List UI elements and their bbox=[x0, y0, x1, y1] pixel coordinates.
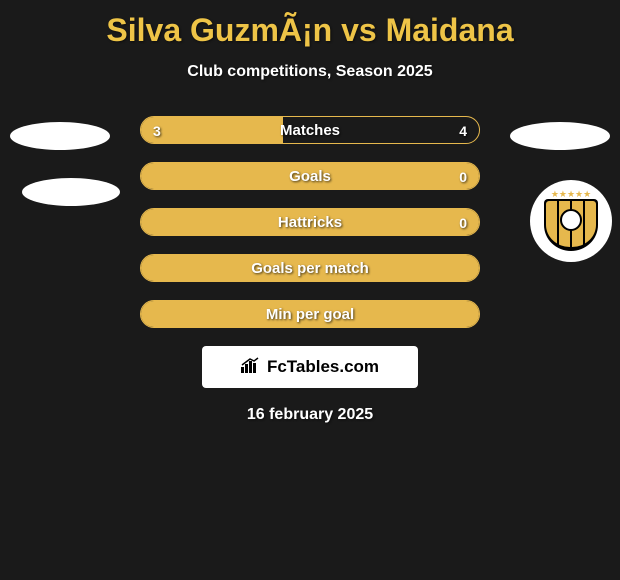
stat-label: Matches bbox=[141, 117, 479, 143]
stat-row: 0Hattricks bbox=[140, 208, 480, 236]
stats-container: 34Matches 0Goals 0Hattricks Goals per match… bbox=[0, 116, 620, 328]
stat-label: Goals per match bbox=[141, 255, 479, 281]
page-title: Silva GuzmÃ¡n vs Maidana bbox=[0, 0, 620, 49]
stat-label: Hattricks bbox=[141, 209, 479, 235]
date-text: 16 february 2025 bbox=[0, 406, 620, 424]
stat-row: 0Goals bbox=[140, 162, 480, 190]
crest-ball-icon bbox=[560, 209, 582, 231]
stat-row: Min per goal bbox=[140, 300, 480, 328]
stat-label: Min per goal bbox=[141, 301, 479, 327]
stat-row: 34Matches bbox=[140, 116, 480, 144]
chart-icon bbox=[241, 357, 261, 378]
stat-row: Goals per match bbox=[140, 254, 480, 282]
subtitle: Club competitions, Season 2025 bbox=[0, 63, 620, 81]
stat-label: Goals bbox=[141, 163, 479, 189]
brand-text: FcTables.com bbox=[267, 357, 379, 377]
brand-box: FcTables.com bbox=[202, 346, 418, 388]
